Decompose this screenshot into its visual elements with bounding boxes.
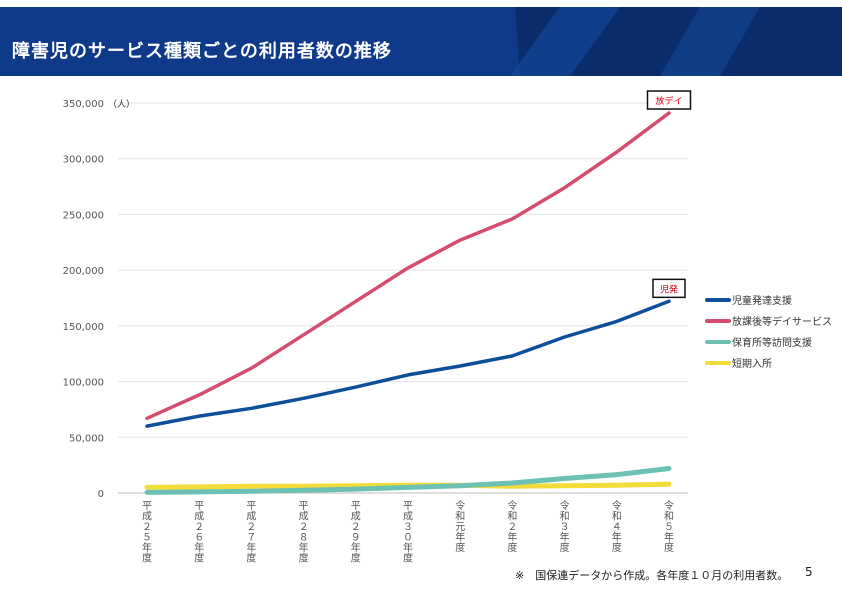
series-line-1 [145, 299, 671, 428]
series-line-2 [145, 111, 671, 421]
y-tick-label: 200,000 [63, 266, 104, 277]
y-tick-label: 250,000 [63, 210, 104, 221]
x-tick-label: 平成２９年度 [351, 501, 361, 565]
x-tick-label: 令和２年度 [507, 499, 517, 554]
page-title: 障害児のサービス種類ごとの利用者数の推移 [12, 41, 392, 62]
x-tick-label: 平成２８年度 [299, 501, 309, 565]
y-tick-label: 0 [98, 489, 104, 500]
series-line-3 [144, 466, 672, 495]
annotation-box-1 [646, 90, 692, 110]
x-tick-label: 令和３年度 [560, 499, 570, 554]
y-tick-label: 350,000 [63, 99, 104, 110]
x-tick-label: 平成２５年度 [142, 501, 152, 565]
x-tick-label: 平成２７年度 [246, 501, 256, 565]
legend-label-2: 放課後等デイサービス [732, 315, 832, 328]
x-tick-label: 平成３０年度 [403, 501, 413, 565]
legend-label-1: 児童発達支援 [732, 294, 792, 307]
legend-label-4: 短期入所 [732, 357, 772, 370]
x-tick-label: 令和元年度 [455, 499, 465, 554]
legend-label-3: 保育所等訪問支援 [732, 336, 812, 349]
header-banner: 障害児のサービス種類ごとの利用者数の推移 [0, 7, 842, 76]
annotation-box-2 [652, 278, 686, 299]
x-tick-label: 令和５年度 [664, 499, 674, 554]
annotation-label-2: 児発 [660, 283, 678, 295]
y-tick-label: 100,000 [63, 378, 104, 389]
annotation-label-1: 放デイ [655, 95, 682, 107]
page-number: 5 [805, 565, 813, 579]
y-tick-label: 50,000 [69, 433, 104, 444]
banner-background [0, 7, 842, 76]
footer-note: ※ 国保連データから作成。各年度１０月の利用者数。 [515, 569, 789, 582]
x-tick-label: 平成２６年度 [194, 501, 204, 565]
y-axis-unit: （人） [108, 99, 135, 110]
y-tick-label: 150,000 [63, 322, 104, 333]
y-tick-label: 300,000 [63, 155, 104, 166]
x-tick-label: 令和４年度 [612, 499, 622, 554]
